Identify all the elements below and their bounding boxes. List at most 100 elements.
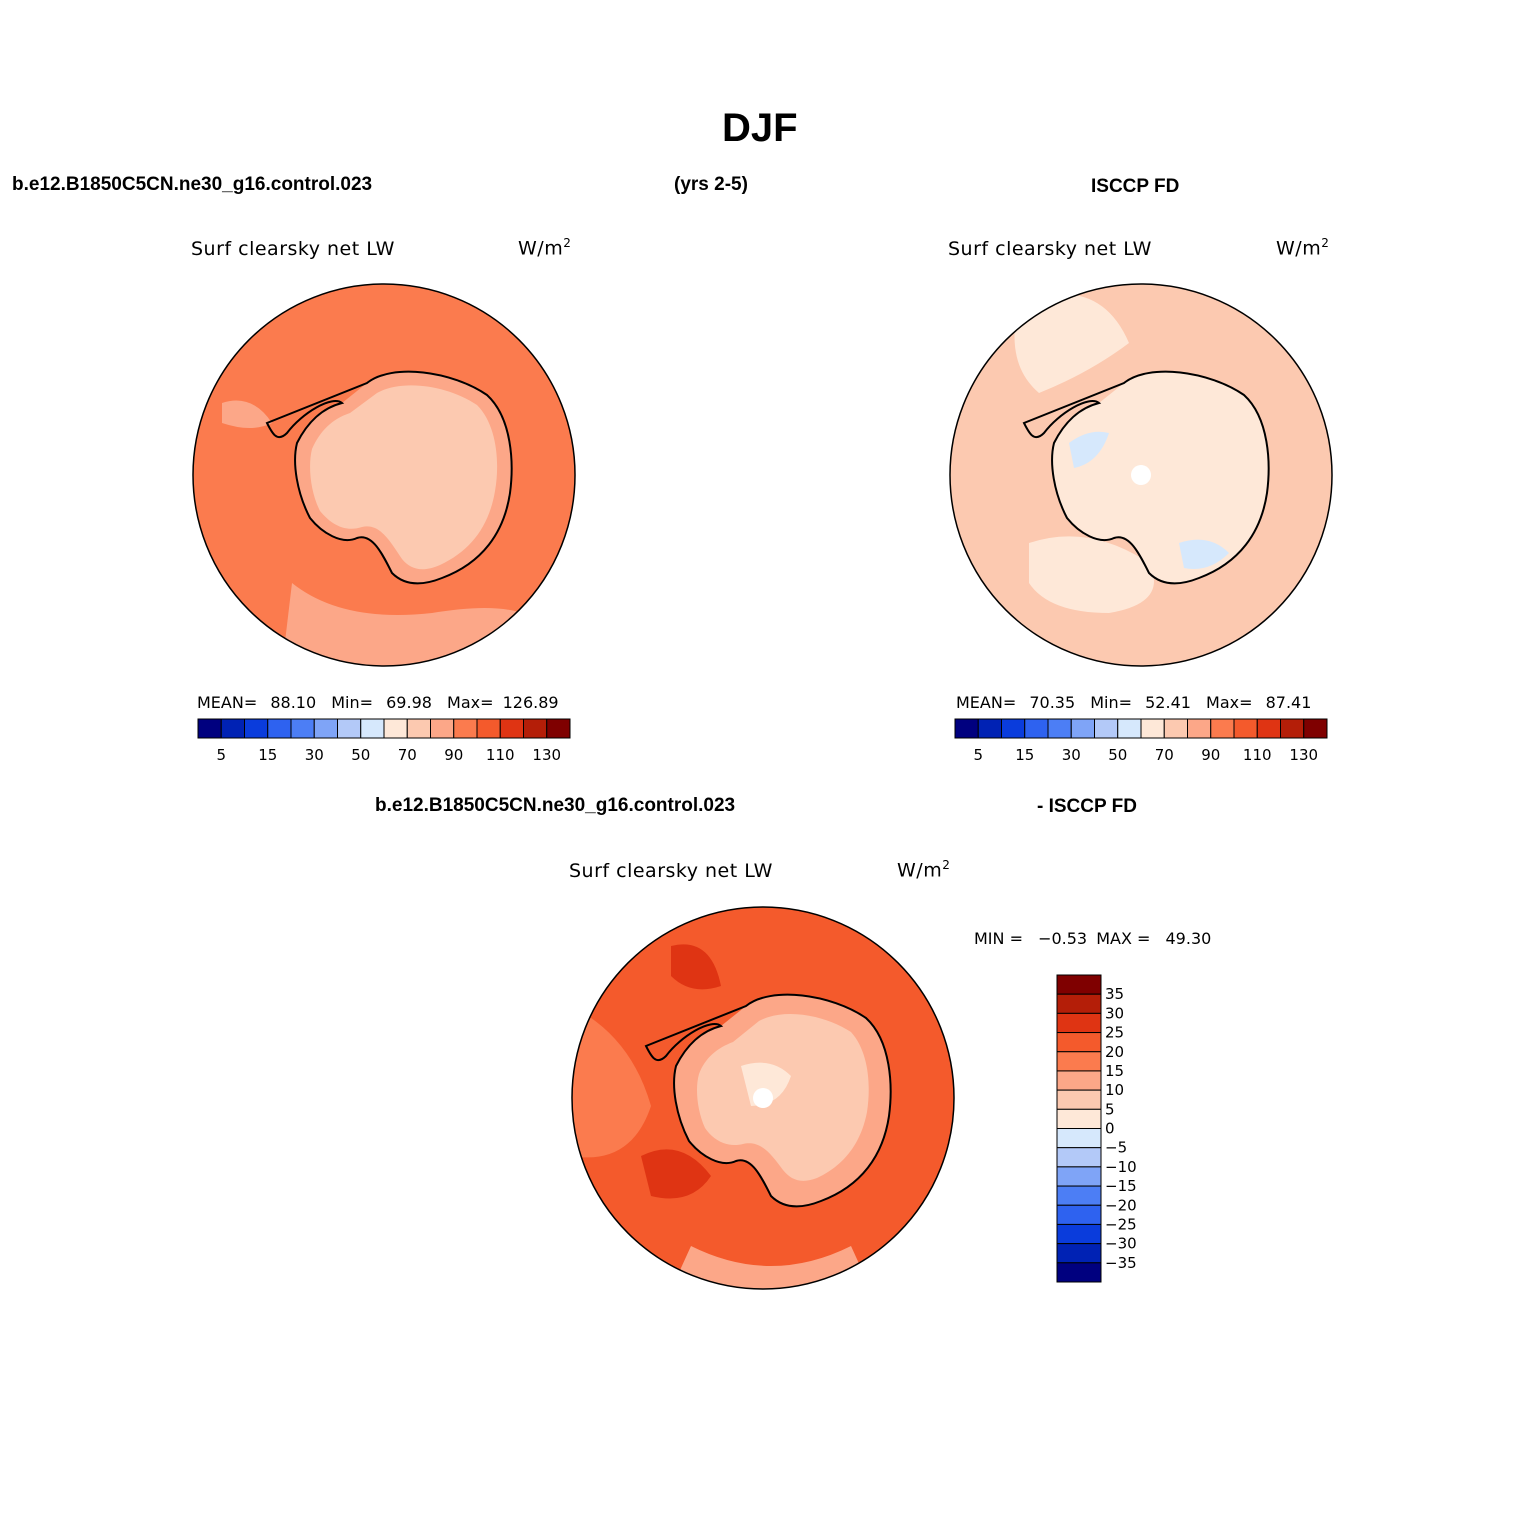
diff-ocean-patch-dark	[641, 1149, 711, 1199]
obs-colorbar-tick-label: 50	[1108, 746, 1127, 764]
model-colorbar-box	[546, 718, 571, 739]
model-colorbar-tick-label: 50	[351, 746, 370, 764]
model-colorbar-tick-label: 130	[532, 746, 561, 764]
obs-units-sup: 2	[1321, 236, 1330, 250]
obs-stats: MEAN= 70.35 Min= 52.41 Max= 87.41	[956, 693, 1311, 712]
diff-colorbar-tick-label: 30	[1105, 1004, 1124, 1022]
model-colorbar-box	[220, 718, 245, 739]
diff-ocean-patch-light	[572, 1006, 651, 1158]
diff-variable-label: Surf clearsky net LW	[569, 860, 773, 882]
obs-colorbar-box	[977, 718, 1002, 739]
diff-max-value: 49.30	[1165, 929, 1212, 948]
model-colorbar-box	[360, 718, 385, 739]
model-colorbar: 5 15 30 50 70 90 110 130	[197, 718, 571, 764]
diff-units-sup: 2	[942, 858, 951, 872]
obs-colorbar-box	[1047, 718, 1072, 739]
model-mean-value: 88.10	[270, 693, 317, 712]
diff-colorbar-box	[1056, 974, 1102, 995]
obs-coastline	[1022, 370, 1270, 585]
diff-ocean-patch-dark-2	[671, 944, 721, 990]
model-units: W/m	[518, 237, 564, 260]
model-colorbar-tick-label: 90	[444, 746, 463, 764]
model-colorbar-box	[244, 718, 269, 739]
diff-colorbar-tick-label: −15	[1105, 1177, 1137, 1195]
diff-colorbar-tick-label: 20	[1105, 1043, 1124, 1061]
diff-polar-map	[571, 906, 955, 1290]
obs-continent-interior	[1052, 371, 1269, 584]
diff-colorbar-box	[1056, 1032, 1102, 1053]
model-colorbar-tick-label: 110	[486, 746, 515, 764]
diff-colorbar-box	[1056, 1128, 1102, 1149]
model-colorbar-box	[337, 718, 362, 739]
diff-colorbar-box	[1056, 1070, 1102, 1091]
model-ocean-patch-2	[222, 400, 272, 428]
obs-colorbar-tick-label: 130	[1289, 746, 1318, 764]
years-header: (yrs 2-5)	[674, 174, 748, 195]
diff-units-label: W/m2	[897, 858, 950, 881]
diff-colorbar-tick-label: 5	[1105, 1100, 1115, 1118]
obs-colorbar-box	[1117, 718, 1142, 739]
model-colorbar-tick-label: 70	[398, 746, 417, 764]
obs-colorbar-box	[954, 718, 979, 739]
model-colorbar-box	[476, 718, 501, 739]
model-variable-label: Surf clearsky net LW	[191, 238, 395, 260]
model-ocean-patch	[282, 583, 522, 666]
model-continent-interior	[310, 385, 498, 570]
diff-colorbar-box	[1056, 1185, 1102, 1206]
diff-colorbar-tick-label: 25	[1105, 1024, 1124, 1042]
diff-colorbar-box	[1056, 1051, 1102, 1072]
obs-colorbar-box	[1094, 718, 1119, 739]
obs-polar-map	[949, 283, 1333, 667]
model-max-label: Max=	[447, 693, 494, 712]
obs-colorbar-box	[1140, 718, 1165, 739]
obs-colorbar-box	[1070, 718, 1095, 739]
model-min-label: Min=	[331, 693, 374, 712]
obs-variable-label: Surf clearsky net LW	[948, 238, 1152, 260]
obs-colorbar-box	[1303, 718, 1328, 739]
model-min-value: 69.98	[386, 693, 432, 712]
case-name-header: b.e12.B1850C5CN.ne30_g16.control.023	[12, 174, 373, 195]
diff-coastline	[644, 993, 892, 1208]
obs-colorbar-tick-label: 90	[1201, 746, 1220, 764]
diff-colorbar-box	[1056, 993, 1102, 1014]
diff-stats: MIN = −0.53 MAX = 49.30	[974, 929, 1211, 948]
model-colorbar-tick-label: 5	[216, 746, 226, 764]
diff-colorbar-box	[1056, 1147, 1102, 1168]
diff-colorbar-box	[1056, 1262, 1102, 1283]
diff-colorbar-box	[1056, 1108, 1102, 1129]
model-mean-label: MEAN=	[197, 693, 258, 712]
obs-colorbar-tick-label: 15	[1015, 746, 1034, 764]
obs-name-header: ISCCP FD	[1091, 176, 1180, 197]
diff-colorbar-tick-label: −30	[1105, 1235, 1137, 1253]
model-colorbar-box	[406, 718, 431, 739]
model-colorbar-tick-label: 30	[305, 746, 324, 764]
model-colorbar-box	[313, 718, 338, 739]
diff-min-label: MIN =	[974, 929, 1023, 948]
diff-colorbar-tick-label: 35	[1105, 985, 1124, 1003]
obs-ocean-patch-2	[1029, 536, 1154, 613]
diff-colorbar-tick-label: −5	[1105, 1139, 1127, 1157]
model-colorbar-box	[453, 718, 478, 739]
model-colorbar-box	[267, 718, 292, 739]
diff-colorbar-box	[1056, 1243, 1102, 1264]
diff-colorbar-tick-label: −10	[1105, 1158, 1137, 1176]
obs-min-label: Min=	[1090, 693, 1133, 712]
diff-colorbar-tick-label: 0	[1105, 1120, 1115, 1138]
figure-title: DJF	[722, 106, 798, 150]
diff-continent-interior	[697, 1014, 869, 1181]
diff-pole-hole	[753, 1088, 773, 1108]
diff-case-header: b.e12.B1850C5CN.ne30_g16.control.023	[375, 795, 736, 816]
obs-max-label: Max=	[1206, 693, 1253, 712]
diff-min-value: −0.53	[1038, 929, 1088, 948]
model-stats: MEAN= 88.10 Min= 69.98 Max= 126.89	[197, 693, 559, 712]
model-colorbar-box	[523, 718, 548, 739]
diff-units: W/m	[897, 859, 943, 882]
diff-colorbar-tick-label: −25	[1105, 1215, 1137, 1233]
obs-max-value: 87.41	[1265, 693, 1312, 712]
obs-colorbar-box	[1280, 718, 1305, 739]
model-colorbar-box	[290, 718, 315, 739]
diff-colorbar-box	[1056, 1204, 1102, 1225]
obs-units: W/m	[1276, 237, 1322, 260]
obs-pole-hole	[1131, 465, 1151, 485]
